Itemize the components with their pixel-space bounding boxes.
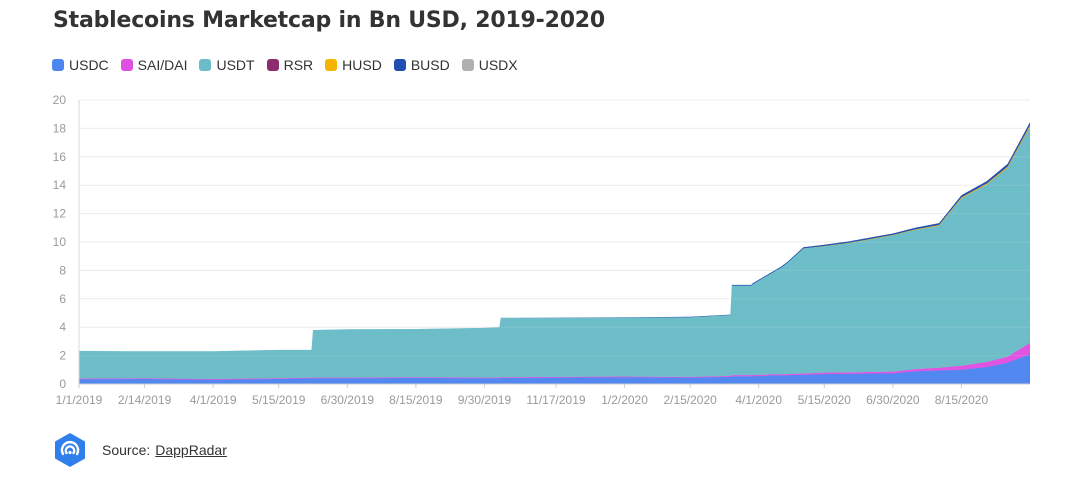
legend-item-sai-dai[interactable]: SAI/DAI — [120, 57, 188, 73]
dappradar-logo-icon — [55, 433, 85, 467]
source-link-dappradar[interactable]: DappRadar — [155, 442, 227, 458]
x-tick-label: 6/30/2020 — [866, 393, 920, 407]
legend-label-usdc: USDC — [69, 57, 109, 73]
x-tick-label: 8/15/2019 — [389, 393, 443, 407]
legend-swatch-usdx — [461, 59, 474, 71]
y-tick-label: 2 — [59, 349, 66, 363]
x-tick-label: 5/15/2019 — [252, 393, 306, 407]
chart-title: Stablecoins Marketcap in Bn USD, 2019-20… — [53, 8, 606, 33]
legend-swatch-usdc — [52, 59, 64, 71]
area-series-top-usdt — [79, 127, 1030, 379]
legend-item-usdx[interactable]: USDX — [461, 57, 518, 73]
y-tick-label: 12 — [53, 207, 67, 221]
legend-label-busd: BUSD — [410, 57, 450, 73]
y-tick-label: 20 — [53, 93, 67, 107]
source-prefix: Source: — [102, 442, 151, 458]
x-tick-label: 4/1/2020 — [735, 393, 782, 407]
x-tick-label: 2/15/2020 — [663, 393, 717, 407]
legend-swatch-busd — [393, 59, 406, 71]
y-tick-label: 0 — [59, 377, 66, 391]
area-series-top-usdc — [79, 354, 1030, 384]
y-tick-label: 16 — [53, 150, 67, 164]
y-tick-label: 8 — [59, 263, 66, 277]
legend-label-husd: HUSD — [342, 57, 382, 73]
axes: 0 2 4 6 8 10 12 14 16 18 20 1/1/2019 2/14/2019 4/1/20… — [53, 93, 1030, 407]
y-tick-label: 6 — [59, 292, 66, 306]
legend-swatch-sai-dai — [120, 59, 133, 71]
x-tick-label: 6/30/2019 — [321, 393, 375, 407]
x-tick-label: 1/2/2020 — [601, 393, 648, 407]
legend-item-usdc[interactable]: USDC — [52, 57, 109, 73]
x-tick-label: 11/17/2019 — [526, 393, 585, 407]
y-tick-label: 4 — [59, 320, 66, 334]
legend-label-usdt: USDT — [216, 57, 255, 73]
legend-item-rsr[interactable]: RSR — [266, 57, 314, 73]
y-tick-label: 10 — [53, 235, 67, 249]
y-tick-label: 14 — [53, 178, 67, 192]
x-tick-label: 4/1/2019 — [190, 393, 237, 407]
legend-item-busd[interactable]: BUSD — [393, 57, 450, 73]
x-tick-label: 5/15/2020 — [798, 393, 852, 407]
x-tick-label: 8/15/2020 — [935, 393, 989, 407]
area-series — [79, 99, 1030, 385]
chart-legend: USDC SAI/DAI USDT RSR HUSD BUSD USDX — [52, 57, 518, 73]
y-tick-label: 18 — [53, 121, 67, 135]
source-attribution: Source: DappRadar — [52, 432, 227, 468]
legend-item-usdt[interactable]: USDT — [199, 57, 255, 73]
legend-item-husd[interactable]: HUSD — [325, 57, 382, 73]
x-tick-label: 2/14/2019 — [118, 393, 172, 407]
legend-swatch-usdt — [199, 59, 212, 71]
x-tick-label: 1/1/2019 — [56, 393, 103, 407]
legend-label-sai-dai: SAI/DAI — [137, 57, 188, 73]
legend-swatch-rsr — [266, 59, 279, 71]
area-top-mask — [79, 100, 1030, 352]
legend-label-usdx: USDX — [478, 57, 518, 73]
legend-label-rsr: RSR — [283, 57, 314, 73]
x-tick-label: 9/30/2019 — [458, 393, 512, 407]
legend-swatch-husd — [325, 59, 338, 71]
